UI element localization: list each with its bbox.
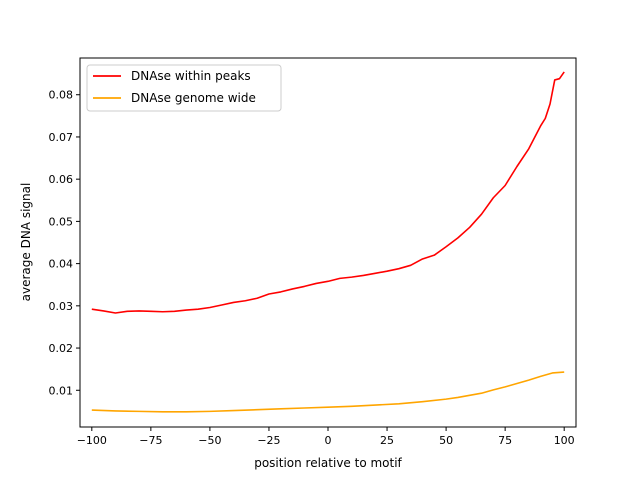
legend-label-1: DNAse within peaks — [131, 69, 251, 83]
y-tick-label: 0.07 — [49, 131, 74, 144]
plot-lines — [91, 71, 565, 413]
y-axis-label: average DNA signal — [19, 183, 33, 302]
y-tick-label: 0.02 — [49, 342, 74, 355]
legend-box — [86, 64, 282, 112]
series-line-1 — [91, 71, 565, 314]
x-tick-label: 100 — [554, 434, 575, 447]
y-tick-label: 0.03 — [49, 300, 74, 313]
x-tick-label: 25 — [380, 434, 394, 447]
x-tick-label: 0 — [325, 434, 332, 447]
y-axis: 0.01 0.02 0.03 0.04 0.05 0.06 0.07 0.08 — [49, 89, 80, 397]
y-tick-label: 0.01 — [49, 384, 74, 397]
x-tick-label: −25 — [257, 434, 280, 447]
x-tick-label: 75 — [498, 434, 512, 447]
x-tick-label: −100 — [77, 434, 107, 447]
legend-label-2: DNAse genome wide — [131, 91, 256, 105]
y-tick-label: 0.05 — [49, 215, 74, 228]
x-axis-label: position relative to motif — [254, 456, 402, 470]
x-axis: −100 −75 −50 −25 0 25 50 75 100 — [77, 427, 575, 447]
series-line-2 — [91, 371, 565, 413]
y-tick-label: 0.06 — [49, 173, 74, 186]
x-tick-label: 50 — [439, 434, 453, 447]
legend: DNAse within peaks DNAse genome wide — [86, 64, 282, 112]
x-tick-label: −50 — [198, 434, 221, 447]
y-tick-label: 0.04 — [49, 258, 74, 271]
y-tick-label: 0.08 — [49, 89, 74, 102]
x-tick-label: −75 — [139, 434, 162, 447]
